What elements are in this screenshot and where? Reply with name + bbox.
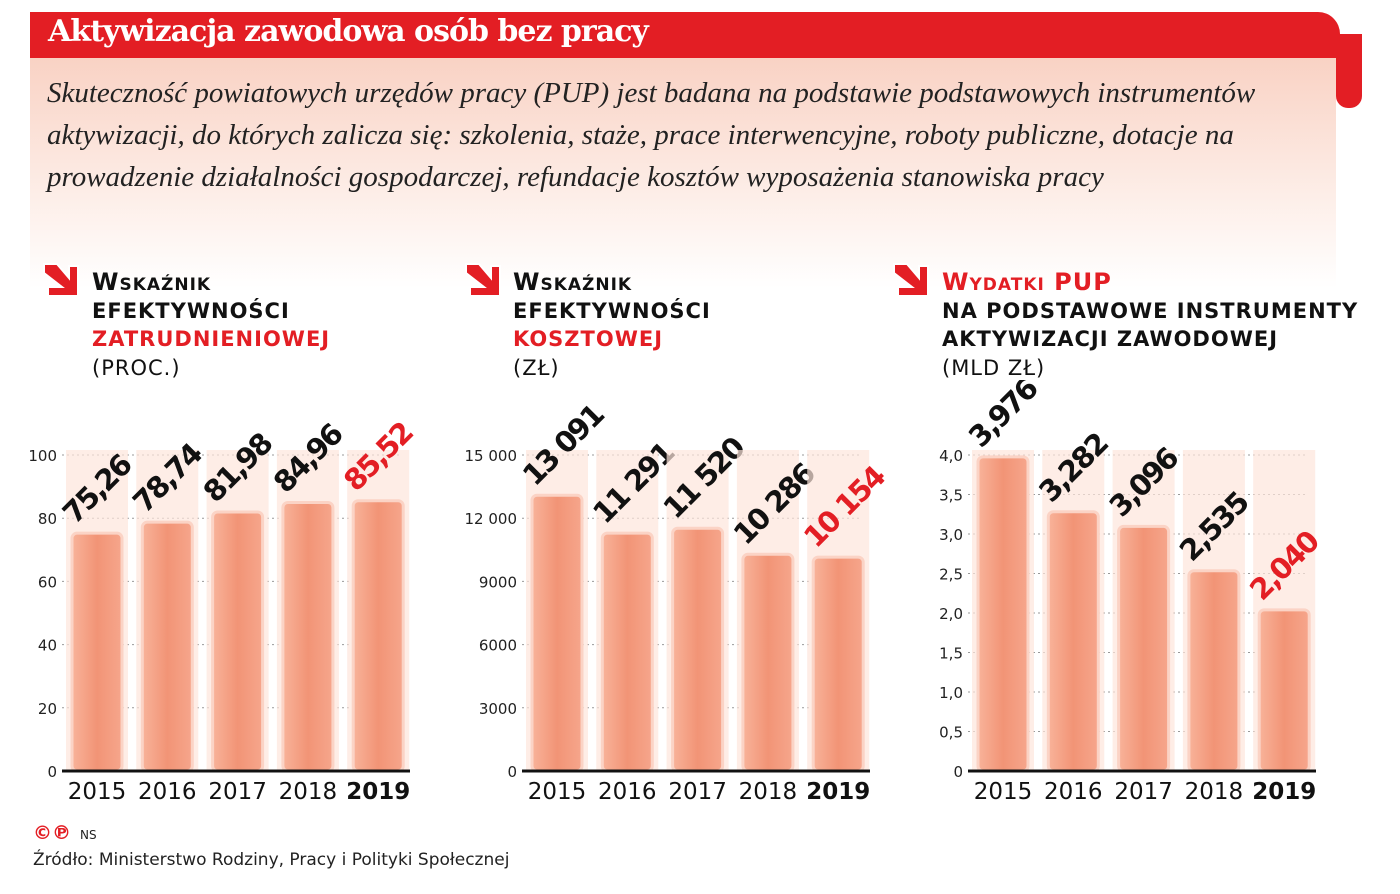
- y-tick-label: 0,5: [939, 724, 963, 742]
- y-tick-label: 100: [28, 447, 57, 465]
- y-tick-label: 1,0: [939, 684, 963, 702]
- bar: [1046, 510, 1100, 773]
- y-tick-label: 20: [38, 700, 57, 718]
- x-tick-label: 2015: [68, 779, 127, 805]
- chart1-title-1: Wskaźnik: [92, 268, 212, 296]
- chart3-header: Wydatki PUP na podstawowe instrumenty ak…: [942, 268, 1358, 382]
- chart1-title-2: efektywności: [92, 298, 290, 323]
- y-tick-label: 15 000: [465, 447, 518, 465]
- bar: [530, 493, 584, 773]
- chart1-header: Wskaźnik efektywności zatrudnieniowej (p…: [92, 268, 330, 382]
- chart3-title-red: Wydatki PUP: [942, 268, 1112, 296]
- x-tick-label: 2015: [974, 779, 1033, 805]
- y-tick-label: 3,0: [939, 526, 963, 544]
- chart2-title-red: kosztowej: [513, 327, 664, 351]
- bar: [671, 526, 725, 773]
- x-tick-label: 2017: [1114, 779, 1173, 805]
- header-background: [30, 58, 1336, 288]
- y-tick-label: 0: [953, 763, 963, 781]
- chart2-unit: (zł): [513, 355, 560, 380]
- chart2-title-1: Wskaźnik: [513, 268, 633, 296]
- arrow-down-right-icon: [893, 263, 929, 297]
- y-tick-label: 3,5: [939, 487, 963, 505]
- y-tick-label: 6000: [479, 637, 517, 655]
- chart2-header: Wskaźnik efektywności kosztowej (zł): [513, 268, 711, 382]
- chart3-unit: (mld zł): [942, 355, 1046, 380]
- arrow-down-right-icon: [465, 263, 501, 297]
- x-tick-label: 2016: [1044, 779, 1103, 805]
- page-title: Aktywizacja zawodowa osób bez pracy: [48, 14, 649, 49]
- bar: [140, 520, 194, 773]
- x-tick-label: 2016: [138, 779, 197, 805]
- y-tick-label: 2,5: [939, 566, 963, 584]
- bar: [741, 552, 795, 773]
- y-tick-label: 80: [38, 510, 57, 528]
- y-tick-label: 0: [47, 763, 57, 781]
- y-tick-label: 4,0: [939, 447, 963, 465]
- y-tick-label: 40: [38, 637, 57, 655]
- bar: [600, 531, 654, 773]
- title-bar: [30, 12, 1340, 58]
- x-tick-label: 2016: [598, 779, 657, 805]
- title-curl: [1336, 34, 1362, 108]
- bar: [281, 501, 335, 773]
- y-tick-label: 12 000: [465, 510, 518, 528]
- y-tick-label: 0: [507, 763, 517, 781]
- x-tick-label: 2018: [279, 779, 338, 805]
- chart1-title-red: zatrudnieniowej: [92, 327, 331, 351]
- y-tick-label: 3000: [479, 700, 517, 718]
- bar: [211, 510, 265, 773]
- x-tick-label: 2019: [806, 779, 870, 805]
- x-tick-label: 2017: [668, 779, 727, 805]
- x-tick-label: 2019: [346, 779, 410, 805]
- bar: [70, 531, 124, 773]
- y-tick-label: 60: [38, 573, 57, 591]
- x-tick-label: 2018: [739, 779, 798, 805]
- x-tick-label: 2017: [208, 779, 267, 805]
- chart1-unit: (proc.): [92, 355, 181, 380]
- y-tick-label: 2,0: [939, 605, 963, 623]
- author-initials: NS: [80, 828, 97, 842]
- chart3-title-2: aktywizacji zawodowej: [942, 327, 1279, 351]
- bar: [811, 555, 865, 773]
- bar: [1117, 524, 1171, 773]
- bar: [1187, 569, 1241, 773]
- x-tick-label: 2018: [1185, 779, 1244, 805]
- bar: [976, 455, 1030, 773]
- chart2-title-2: efektywności: [513, 298, 711, 323]
- y-tick-label: 1,5: [939, 645, 963, 663]
- x-tick-label: 2015: [528, 779, 587, 805]
- x-tick-label: 2019: [1252, 779, 1316, 805]
- arrow-down-right-icon: [43, 263, 79, 297]
- bar: [351, 499, 405, 773]
- copyright-icon: ©℗: [33, 822, 71, 844]
- lead-text: Skuteczność powiatowych urzędów pracy (P…: [47, 77, 1256, 193]
- value-label: 3,976: [962, 380, 1044, 454]
- source-note: Źródło: Ministerstwo Rodziny, Pracy i Po…: [33, 850, 510, 870]
- charts-area: 02040608010075,26201578,74201681,9820178…: [28, 380, 1325, 805]
- bar: [1257, 608, 1311, 773]
- chart3-title-1: na podstawowe instrumenty: [942, 298, 1359, 323]
- y-tick-label: 9000: [479, 573, 517, 591]
